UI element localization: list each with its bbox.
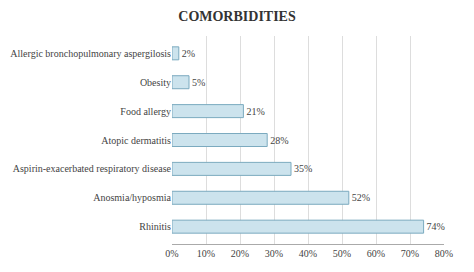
svg-text:20%: 20% — [231, 248, 249, 259]
svg-text:0%: 0% — [165, 248, 178, 259]
svg-text:35%: 35% — [294, 163, 312, 174]
svg-text:5%: 5% — [192, 77, 205, 88]
svg-text:70%: 70% — [401, 248, 419, 259]
svg-text:40%: 40% — [299, 248, 317, 259]
svg-text:28%: 28% — [270, 135, 288, 146]
svg-text:Food allergy: Food allergy — [120, 106, 171, 117]
svg-text:50%: 50% — [333, 248, 351, 259]
svg-text:30%: 30% — [265, 248, 283, 259]
svg-text:10%: 10% — [197, 248, 215, 259]
svg-text:Obesity: Obesity — [140, 77, 171, 88]
svg-text:2%: 2% — [182, 48, 195, 59]
svg-text:Atopic dermatitis: Atopic dermatitis — [101, 135, 171, 146]
svg-text:Aspirin-exacerbated respirator: Aspirin-exacerbated respiratory disease — [13, 163, 172, 174]
svg-text:21%: 21% — [246, 106, 264, 117]
svg-text:74%: 74% — [427, 221, 445, 232]
svg-text:Anosmia/hyposmia: Anosmia/hyposmia — [93, 192, 171, 203]
svg-text:Rhinitis: Rhinitis — [139, 221, 171, 232]
svg-text:COMORBIDITIES: COMORBIDITIES — [178, 9, 296, 24]
svg-text:Allergic bronchopulmonary aspe: Allergic bronchopulmonary aspergilosis — [10, 48, 171, 59]
svg-text:80%: 80% — [435, 248, 453, 259]
svg-text:60%: 60% — [367, 248, 385, 259]
svg-text:52%: 52% — [352, 192, 370, 203]
